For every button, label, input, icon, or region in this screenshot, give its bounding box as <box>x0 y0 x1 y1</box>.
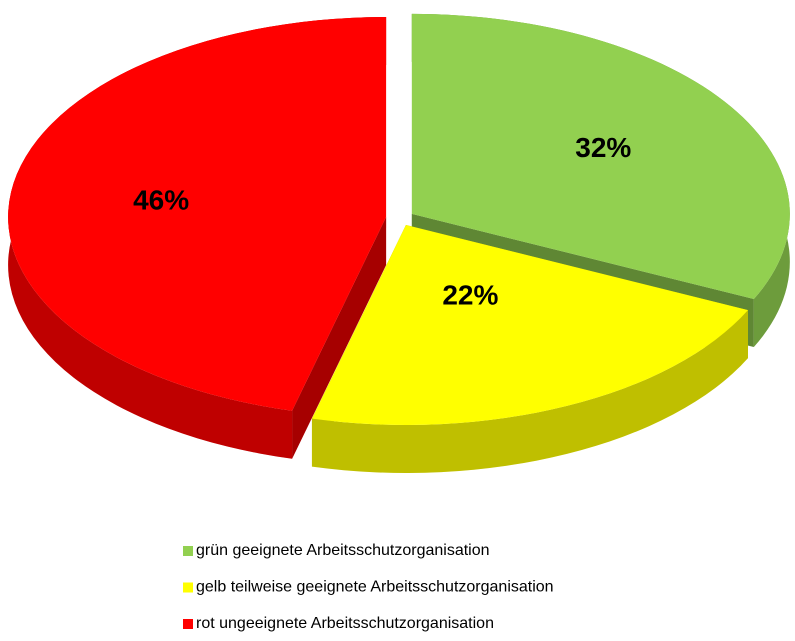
legend-label: rot ungeeignete Arbeitsschutzorganisatio… <box>196 615 494 632</box>
slice-shade <box>292 217 387 459</box>
slice-side <box>311 310 748 473</box>
data-label: 46% <box>133 184 189 215</box>
legend-label: gelb teilweise geeignete Arbeitsschutzor… <box>196 579 554 596</box>
slice-cut-face <box>292 217 387 459</box>
slice-shade <box>311 310 748 473</box>
data-label: 22% <box>442 280 498 311</box>
legend-label: grün geeignete Arbeitsschutzorganisation <box>196 542 490 559</box>
legend-swatch <box>183 619 193 629</box>
legend-swatch <box>183 582 193 593</box>
slice <box>8 17 387 411</box>
slice <box>411 13 790 300</box>
data-label: 32% <box>575 132 631 163</box>
slice <box>311 224 748 425</box>
legend-swatch <box>183 546 193 556</box>
